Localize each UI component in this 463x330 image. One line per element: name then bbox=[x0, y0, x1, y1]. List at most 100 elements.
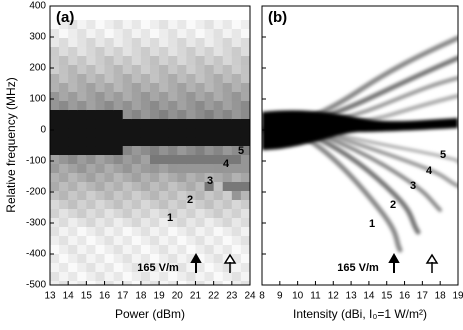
heatmap-cell bbox=[131, 254, 142, 264]
heatmap-cell bbox=[95, 128, 106, 138]
x-tick-label: 18 bbox=[435, 291, 447, 302]
heatmap-cell bbox=[168, 182, 178, 192]
heatmap-cell bbox=[186, 74, 196, 84]
arrow bbox=[223, 253, 237, 273]
heatmap-cell bbox=[240, 200, 250, 210]
heatmap-cell bbox=[86, 128, 96, 138]
heatmap-cell bbox=[113, 83, 124, 93]
heatmap-cell bbox=[177, 83, 187, 93]
heatmap-cell bbox=[213, 146, 224, 156]
heatmap-cell bbox=[95, 191, 106, 201]
heatmap-cell bbox=[131, 263, 142, 273]
heatmap-cell bbox=[177, 137, 187, 147]
heatmap-cell bbox=[95, 119, 106, 129]
heatmap-cell bbox=[113, 47, 124, 57]
heatmap-cell bbox=[150, 29, 160, 39]
heatmap-cell bbox=[86, 254, 96, 264]
heatmap-cell bbox=[86, 92, 96, 102]
heatmap-cell bbox=[95, 74, 106, 84]
heatmap-cell bbox=[140, 182, 151, 192]
heatmap-cell bbox=[231, 47, 242, 57]
heatmap-cell bbox=[95, 245, 106, 255]
heatmap-cell bbox=[177, 191, 187, 201]
heatmap-cell bbox=[95, 101, 106, 111]
heatmap-cell bbox=[95, 182, 106, 192]
heatmap-cell bbox=[159, 155, 169, 165]
x-tick-label: 18 bbox=[135, 291, 147, 302]
heatmap-cell bbox=[186, 47, 196, 57]
heatmap-cell bbox=[186, 92, 196, 102]
x-tick-label: 13 bbox=[346, 291, 358, 302]
heatmap-cell bbox=[186, 65, 196, 75]
heatmap-cell bbox=[177, 164, 187, 174]
heatmap-cell bbox=[186, 191, 196, 201]
heatmap-cell bbox=[95, 281, 106, 285]
heatmap-cell bbox=[95, 155, 106, 165]
heatmap-cell bbox=[204, 83, 215, 93]
heatmap-cell bbox=[186, 56, 196, 66]
heatmap-cell bbox=[104, 236, 115, 246]
heatmap-cell bbox=[131, 65, 142, 75]
heatmap-cell bbox=[86, 65, 96, 75]
heatmap-cell bbox=[140, 65, 151, 75]
heatmap-cell bbox=[177, 272, 187, 282]
heatmap-cell bbox=[213, 47, 224, 57]
heatmap-cell bbox=[204, 92, 215, 102]
heatmap-cell bbox=[95, 92, 106, 102]
heatmap-cell bbox=[104, 254, 115, 264]
heatmap-cell bbox=[68, 254, 78, 264]
heatmap-cell bbox=[131, 101, 142, 111]
heatmap-cell bbox=[104, 245, 115, 255]
heatmap-cell bbox=[68, 101, 78, 111]
heatmap-cell bbox=[168, 65, 178, 75]
heatmap-cell bbox=[113, 110, 124, 120]
heatmap-cell bbox=[222, 164, 233, 174]
heatmap-cell bbox=[131, 56, 142, 66]
heatmap-cell bbox=[168, 92, 178, 102]
heatmap-cell bbox=[213, 263, 224, 273]
heatmap-cell bbox=[213, 128, 224, 138]
heatmap-cell bbox=[104, 164, 115, 174]
x-tick-label: 16 bbox=[399, 291, 411, 302]
heatmap-cell bbox=[240, 218, 250, 228]
heatmap-cell bbox=[68, 38, 78, 48]
heatmap-cell bbox=[59, 191, 69, 201]
heatmap-cell bbox=[159, 20, 169, 30]
heatmap-cell bbox=[222, 128, 233, 138]
heatmap-cell bbox=[122, 227, 133, 237]
heatmap-cell bbox=[186, 263, 196, 273]
heatmap-cell bbox=[68, 56, 78, 66]
heatmap-cell bbox=[150, 155, 160, 165]
heatmap-cell bbox=[86, 281, 96, 285]
heatmap-cell bbox=[104, 74, 115, 84]
heatmap-cell bbox=[150, 83, 160, 93]
heatmap-cell bbox=[104, 281, 115, 285]
heatmap-cell bbox=[113, 65, 124, 75]
heatmap-cell bbox=[222, 137, 233, 147]
heatmap-cell bbox=[68, 110, 78, 120]
heatmap-cell bbox=[195, 74, 206, 84]
heatmap-cell bbox=[122, 29, 133, 39]
heatmap-cell bbox=[59, 92, 69, 102]
heatmap-cell bbox=[113, 272, 124, 282]
heatmap-cell bbox=[86, 236, 96, 246]
heatmap-cell bbox=[59, 281, 69, 285]
heatmap-cell bbox=[168, 56, 178, 66]
heatmap-cell bbox=[77, 164, 87, 174]
annotation: 3 bbox=[207, 175, 213, 187]
heatmap-cell bbox=[140, 281, 151, 285]
heatmap-cell bbox=[122, 119, 133, 129]
heatmap-cell bbox=[177, 128, 187, 138]
heatmap-cell bbox=[231, 110, 242, 120]
heatmap-cell bbox=[68, 146, 78, 156]
heatmap-cell bbox=[177, 101, 187, 111]
heatmap-cell bbox=[240, 47, 250, 57]
heatmap-cell bbox=[122, 173, 133, 183]
heatmap-cell bbox=[186, 137, 196, 147]
heatmap-cell bbox=[222, 74, 233, 84]
heatmap-cell bbox=[122, 65, 133, 75]
heatmap-cell bbox=[131, 128, 142, 138]
heatmap-cell bbox=[122, 281, 133, 285]
heatmap-cell bbox=[50, 56, 60, 66]
heatmap-cell bbox=[140, 119, 151, 129]
